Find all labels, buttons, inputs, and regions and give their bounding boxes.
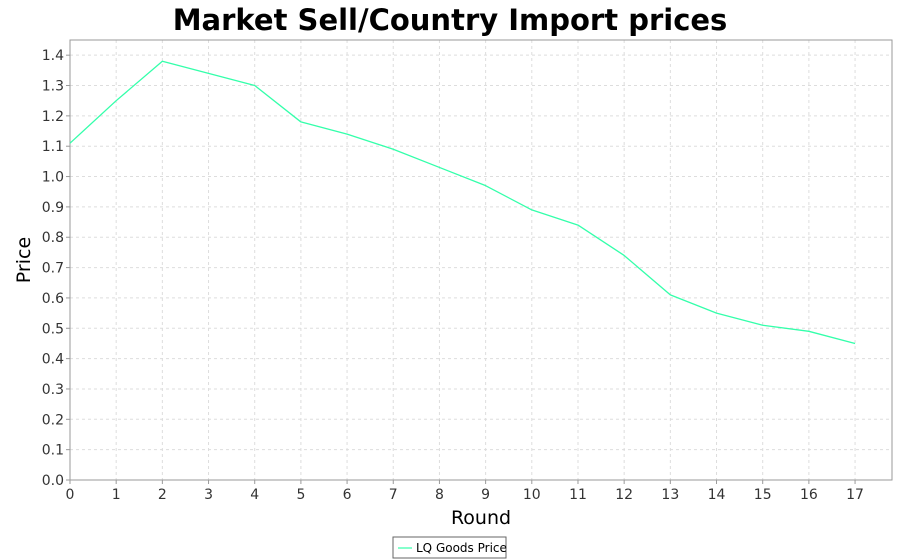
x-tick-label: 16 [800, 487, 818, 503]
y-tick-label: 1.2 [42, 109, 64, 125]
x-tick-label: 8 [435, 487, 444, 503]
chart-title: Market Sell/Country Import prices [172, 3, 728, 37]
x-tick-label: 9 [481, 487, 490, 503]
x-tick-label: 4 [250, 487, 259, 503]
y-tick-label: 0.6 [42, 291, 64, 307]
x-tick-label: 2 [158, 487, 167, 503]
legend: LQ Goods Price [392, 536, 507, 559]
y-tick-label: 1.4 [42, 48, 64, 64]
series-layer [69, 60, 856, 345]
x-tick-label: 15 [754, 487, 772, 503]
y-tick-label: 0.2 [42, 412, 64, 428]
y-axis-label: Price [13, 237, 35, 283]
legend-box [392, 536, 507, 559]
y-tick-label: 1.1 [42, 139, 64, 155]
x-tick-label: 13 [661, 487, 679, 503]
y-tick-label: 0.3 [42, 382, 64, 398]
x-tick-label: 6 [343, 487, 352, 503]
legend-entry: LQ Goods Price [416, 541, 507, 555]
x-tick-label: 17 [846, 487, 864, 503]
x-axis-label: Round [451, 507, 511, 529]
axis-layer: 0.0 0.1 0.2 0.3 0.4 0.5 0.6 0.7 0.8 0.9 1.0 1.1 1.2 1… [42, 48, 864, 503]
y-tick-label: 0.4 [42, 352, 64, 368]
x-tick-label: 12 [615, 487, 633, 503]
y-tick-label: 1.3 [42, 79, 64, 95]
y-tick-label: 0.9 [42, 200, 64, 216]
x-tick-label: 11 [569, 487, 587, 503]
y-tick-label: 0.8 [42, 230, 64, 246]
x-tick-label: 1 [112, 487, 121, 503]
x-tick-label: 14 [708, 487, 726, 503]
x-tick-label: 5 [296, 487, 305, 503]
y-tick-label: 0.0 [42, 473, 64, 489]
x-tick-label: 0 [66, 487, 75, 503]
x-tick-label: 3 [204, 487, 213, 503]
y-tick-label: 0.5 [42, 321, 64, 337]
x-tick-label: 7 [389, 487, 398, 503]
series-line-lq-goods-price [69, 60, 856, 345]
y-tick-label: 0.1 [42, 443, 64, 459]
plot-area [69, 39, 893, 481]
x-tick-label: 10 [523, 487, 541, 503]
y-tick-label: 1.0 [42, 170, 64, 186]
y-tick-label: 0.7 [42, 261, 64, 277]
grid-layer [69, 40, 892, 481]
